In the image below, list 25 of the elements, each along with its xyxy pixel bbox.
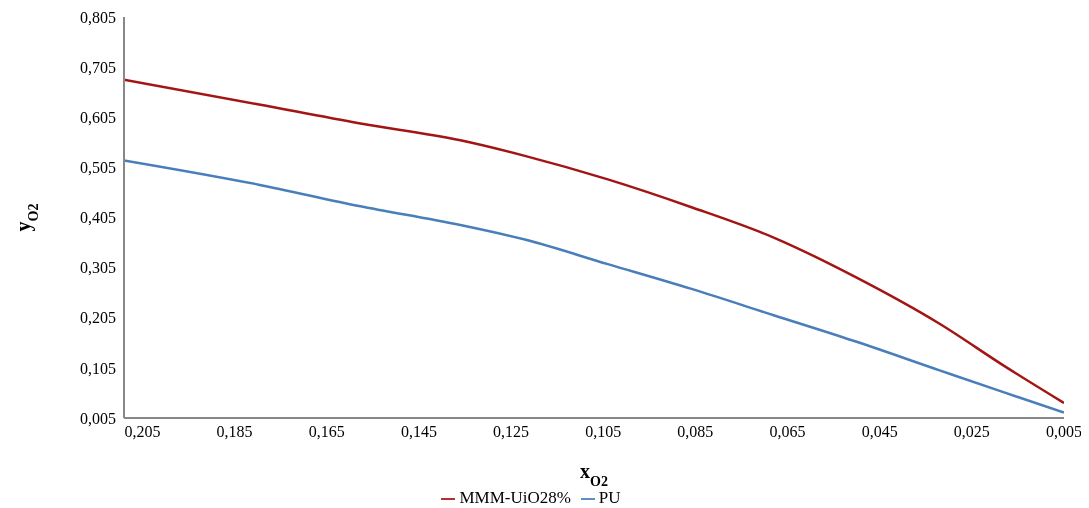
- legend-label: MMM-UiO28%: [459, 488, 571, 507]
- y-tick-label: 0,005: [80, 409, 116, 427]
- legend-label: PU: [598, 488, 621, 507]
- line-series: [124, 159, 1064, 414]
- y-tick-label: 0,405: [80, 209, 116, 227]
- x-tick-label: 0,085: [677, 423, 714, 441]
- x-tick-label: 0,145: [400, 423, 437, 441]
- y-tick-label: 0,605: [80, 108, 116, 126]
- x-tick-label: 0,165: [308, 423, 345, 441]
- x-tick-label: 0,045: [861, 423, 898, 441]
- x-axis-title: x$_{O2}$: [580, 460, 608, 489]
- x-tick-label: 0,205: [124, 423, 161, 441]
- y-tick-label: 0,505: [80, 159, 116, 177]
- y-tick-label: 0,105: [80, 359, 116, 377]
- y-tick-label: 0,305: [80, 259, 116, 277]
- x-tick-label: 0,105: [585, 423, 622, 441]
- x-tick-label: 0,005: [1046, 423, 1082, 441]
- x-tick-label: 0,065: [769, 423, 806, 441]
- x-tick-label: 0,025: [953, 423, 990, 441]
- x-tick-label: 0,125: [493, 423, 530, 441]
- y-tick-label: 0,705: [80, 58, 116, 76]
- x-tick-label: 0,185: [216, 423, 253, 441]
- line-series: [124, 78, 1064, 405]
- y-tick-label: 0,805: [80, 8, 116, 26]
- y-tick-label: 0,205: [80, 309, 116, 327]
